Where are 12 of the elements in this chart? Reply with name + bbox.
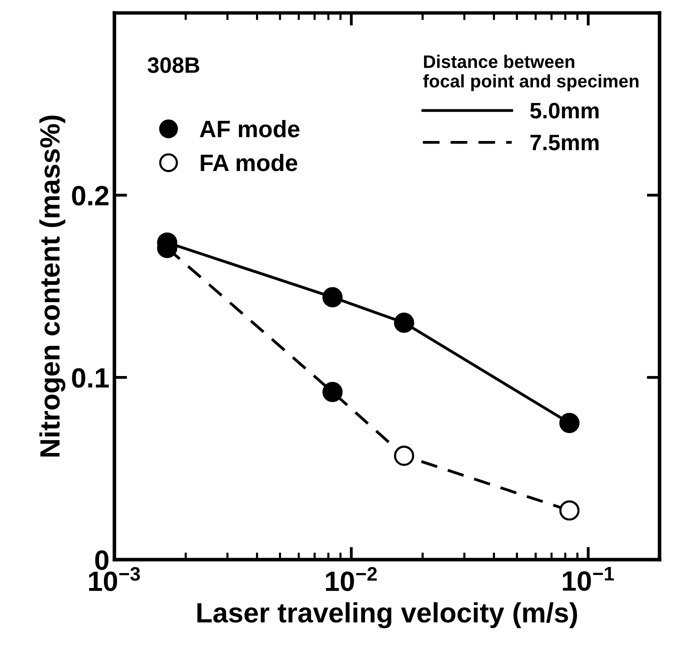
- legend-label: 7.5mm: [530, 134, 599, 150]
- legend-label: FA mode: [200, 154, 298, 172]
- y-tick-label: 0.1: [72, 368, 109, 388]
- legend-title: Distance between focal point and specimen: [423, 54, 638, 92]
- y-axis-title: Nitrogen content (mass%): [39, 116, 66, 457]
- annotation: 308B: [148, 57, 200, 74]
- y-tick-label: 0.2: [72, 186, 108, 206]
- legend-label: 5.0mm: [530, 102, 599, 119]
- x-tick-label: 10$^{−1}$: [562, 567, 614, 591]
- x-tick-label: 10$^{−2}$: [326, 567, 377, 592]
- legend-label: AF mode: [200, 120, 300, 138]
- x-axis-title: Laser traveling velocity (m/s): [197, 602, 578, 628]
